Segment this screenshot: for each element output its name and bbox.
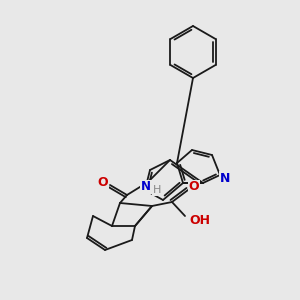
Text: H: H [153, 185, 161, 195]
Text: N: N [141, 181, 151, 194]
Text: OH: OH [189, 214, 210, 227]
Text: O: O [189, 181, 199, 194]
Text: N: N [220, 172, 230, 184]
Text: O: O [98, 176, 108, 188]
